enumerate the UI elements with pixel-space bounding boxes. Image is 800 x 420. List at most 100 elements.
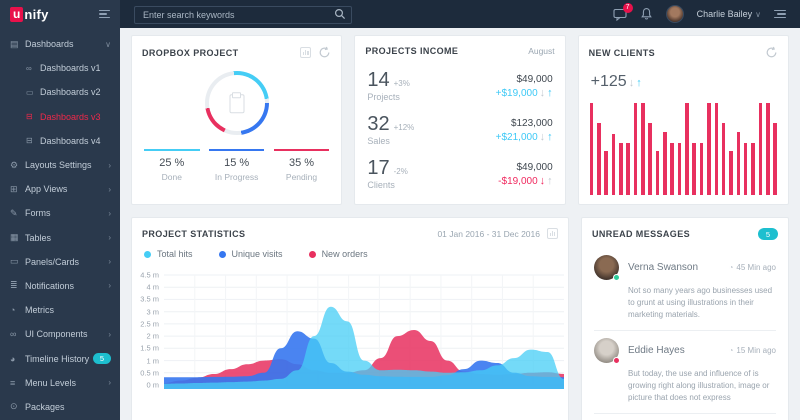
sidebar-item-dashboards-v4[interactable]: ⊟ Dashboards v4	[0, 129, 120, 153]
income-change-value: -$19,000	[498, 175, 538, 187]
y-tick-label: 0.5 m	[140, 368, 159, 378]
chart-legend: Total hits Unique visits New orders	[132, 245, 568, 269]
chevron-down-icon: ∨	[755, 9, 761, 19]
infinity-icon: ∞	[10, 329, 17, 340]
app-shell: ▤ Dashboards ∨ ∞ Dashboards v1 ▭ Dashboards v2…	[0, 28, 800, 420]
clipboard-icon	[229, 94, 245, 114]
projects-income-card: PROJECTS INCOME August 14 +3% Projects $49,…	[354, 35, 566, 205]
bar	[729, 150, 733, 195]
card-title: PROJECTS INCOME	[365, 46, 459, 56]
cards-row-2: PROJECT STATISTICS 01 Jan 2016 - 31 Dec …	[131, 217, 789, 420]
bar	[663, 132, 667, 195]
monitor-icon: ▭	[26, 87, 34, 97]
bar	[751, 142, 755, 195]
sidebar-item-label: App Views	[25, 184, 68, 195]
card-header: PROJECT STATISTICS 01 Jan 2016 - 31 Dec …	[132, 218, 568, 245]
gear-icon: ⚙	[10, 159, 19, 170]
bar	[692, 142, 697, 195]
user-name-dropdown[interactable]: Charlie Bailey ∨	[697, 9, 761, 19]
message-item-verna-swanson[interactable]: Verna Swanson ◔ 45 Min ago Not so many year…	[594, 248, 776, 331]
sidebar-item-label: Notifications	[25, 280, 75, 291]
legend-label: Total hits	[157, 249, 193, 259]
refresh-icon[interactable]	[318, 46, 331, 59]
sidebar-item-menu-levels[interactable]: ≡ Menu Levels ›	[0, 371, 120, 395]
sidebar-item-dashboards-v1[interactable]: ∞ Dashboards v1	[0, 56, 120, 80]
sidebar-item-label: Tables	[25, 232, 52, 243]
sidebar-item-ui-components[interactable]: ∞ UI Components ›	[0, 322, 120, 346]
chevron-right-icon: ›	[108, 257, 111, 267]
sidebar-item-layouts-settings[interactable]: ⚙ Layouts Settings ›	[0, 153, 120, 177]
chevron-right-icon: ›	[108, 329, 111, 339]
chat-badge: 7	[622, 2, 633, 13]
legend-item-total-hits[interactable]: Total hits	[144, 249, 193, 259]
avatar	[594, 338, 620, 364]
chat-icon[interactable]: 7	[613, 2, 633, 21]
refresh-icon[interactable]	[765, 46, 778, 59]
sidebar-item-notifications[interactable]: ≣ Notifications ›	[0, 274, 120, 298]
sidebar-item-metrics[interactable]: ◔ Metrics	[0, 298, 120, 322]
sidebar-item-dashboards-v2[interactable]: ▭ Dashboards v2	[0, 80, 120, 104]
chart-options-icon[interactable]	[300, 47, 312, 58]
search	[134, 5, 352, 24]
stat-value: 15 %	[224, 157, 250, 169]
arrow-down-icon: ↓	[628, 77, 635, 89]
sidebar-item-dashboards-v3[interactable]: ⊟ Dashboards v3	[0, 105, 120, 129]
legend-label: Unique visits	[231, 249, 283, 259]
drawer-icon: ⊟	[26, 112, 33, 122]
donut-stat-in-progress: 15 % In Progress	[208, 149, 265, 182]
card-header: UNREAD MESSAGES 5	[582, 218, 788, 246]
sidebar-item-packages[interactable]: ⊙ Packages	[0, 395, 120, 419]
bar	[721, 123, 726, 195]
income-left: 14 +3% Projects	[367, 70, 495, 102]
message-item-eddie-hayes[interactable]: Eddie Hayes ◔ 15 Min ago But today, the use…	[594, 331, 776, 414]
arrow-up-icon: ↑	[547, 86, 553, 99]
income-change: -$19,000 ↓ ↑	[498, 175, 552, 187]
sidebar-item-label: Menu Levels	[25, 377, 77, 388]
income-amount: $49,000	[516, 161, 553, 173]
clock-icon: ◔	[728, 346, 734, 355]
chevron-right-icon: ›	[108, 233, 111, 243]
legend-item-new-orders[interactable]: New orders	[308, 249, 368, 259]
infinity-icon: ∞	[26, 63, 32, 73]
user-avatar	[665, 5, 684, 23]
chevron-down-icon: ∨	[105, 39, 111, 49]
sidebar-item-timeline-history[interactable]: ◕ Timeline History 5	[0, 346, 120, 370]
logo-area: u nify	[0, 0, 120, 28]
grid-icon: ▦	[10, 232, 19, 243]
income-delta: -2%	[393, 167, 408, 176]
chevron-right-icon: ›	[108, 160, 111, 170]
pencil-icon: ✎	[10, 207, 18, 218]
sidebar-item-label: Packages	[25, 401, 65, 412]
sidebar-badge: 5	[92, 353, 111, 365]
sidebar-toggle-icon[interactable]	[99, 9, 110, 19]
arrow-up-icon: ↑	[547, 174, 553, 187]
sidebar-item-panels-cards[interactable]: ▭ Panels/Cards ›	[0, 250, 120, 274]
arrow-down-icon: ↓	[539, 174, 546, 187]
bar	[648, 123, 652, 195]
sidebar-item-forms[interactable]: ✎ Forms ›	[0, 201, 120, 225]
time-text: 15 Min ago	[736, 346, 776, 355]
bar	[641, 103, 645, 195]
date-range[interactable]: 01 Jan 2016 - 31 Dec 2016	[437, 228, 540, 239]
legend-dot	[218, 250, 226, 258]
sidebar-item-app-views[interactable]: ⊞ App Views ›	[0, 177, 120, 201]
sidebar-item-tables[interactable]: ▦ Tables ›	[0, 226, 120, 250]
search-icon[interactable]	[334, 8, 346, 20]
search-input[interactable]	[134, 6, 352, 24]
user-menu[interactable]	[665, 5, 684, 23]
chart-plot-area	[164, 271, 564, 394]
message-text: But today, the use and influence of is g…	[628, 369, 770, 402]
notifications-bell-icon[interactable]	[640, 7, 653, 21]
app-logo[interactable]: u nify	[10, 6, 49, 22]
stat-value: 25 %	[159, 157, 185, 169]
quick-settings-icon[interactable]	[774, 9, 786, 19]
chart-options-icon[interactable]	[547, 228, 558, 239]
y-axis-labels: 4.5 m 4 m 3.5 m 3 m 2.5 m 2 m 1.5 m 1 m 0.5 m 0 m	[132, 271, 164, 390]
cards-row-1: DROPBOX PROJECT 25 % Done 15 % In Progress 3…	[131, 35, 789, 205]
message-text: Not so many years ago businesses used to…	[628, 286, 773, 319]
sidebar-item-dashboards[interactable]: ▤ Dashboards ∨	[0, 32, 120, 56]
card-header: DROPBOX PROJECT	[132, 36, 341, 65]
legend-item-unique-visits[interactable]: Unique visits	[218, 249, 283, 259]
